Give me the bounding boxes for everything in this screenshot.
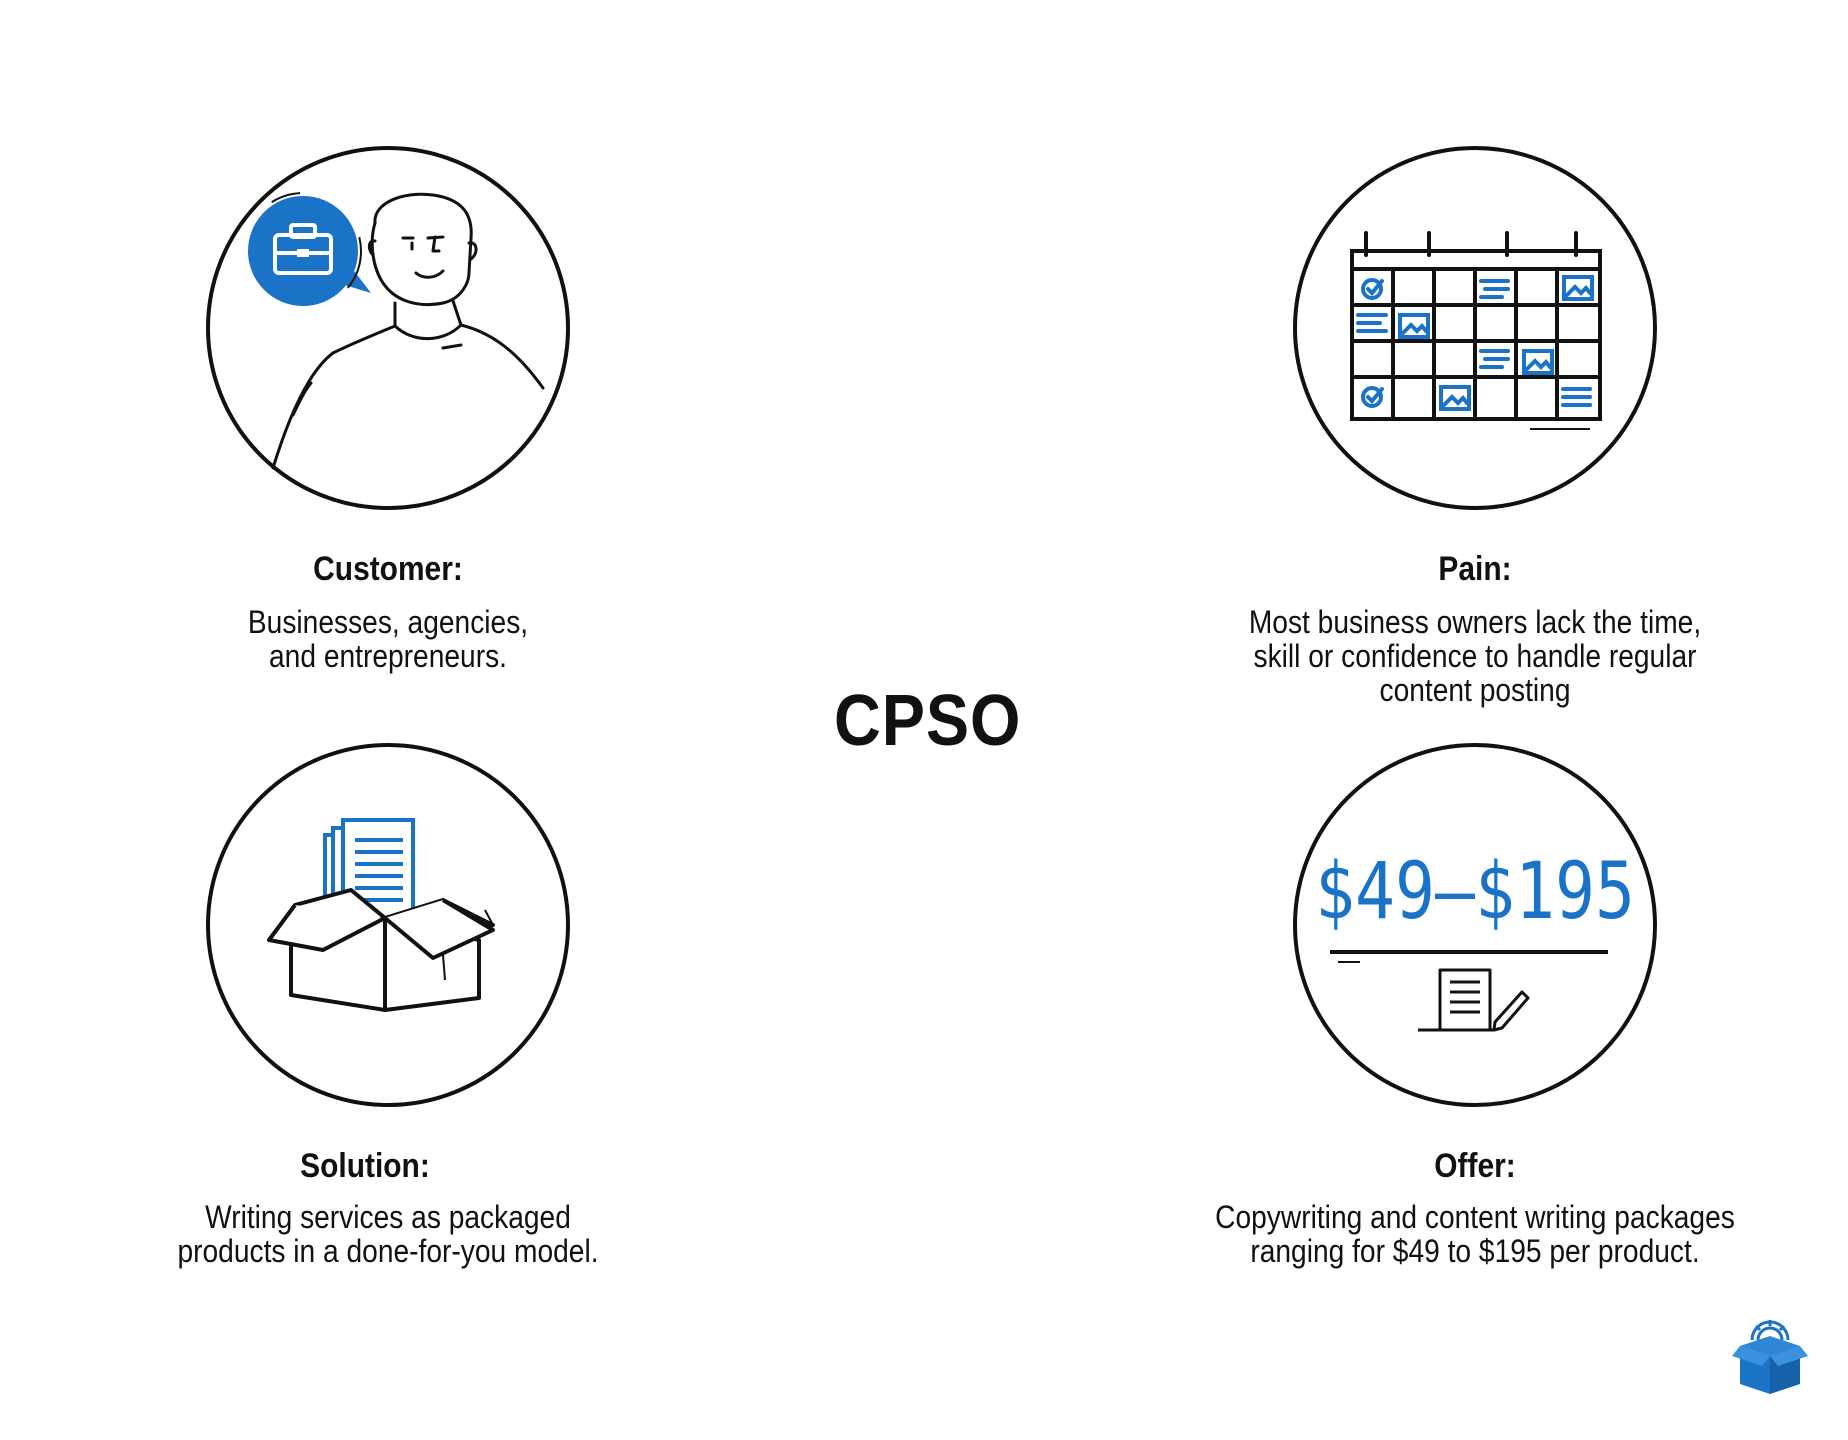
customer-label: Customer: [313,550,463,588]
price-range-text: $49–$195 [1315,847,1635,937]
price-tag-icon: $49–$195 [1293,743,1657,1107]
customer-description: Businesses, agencies, and entrepreneurs. [247,604,529,674]
briefcase-bubble-icon [244,192,371,310]
pain-description: Most business owners lack the time, skil… [1248,604,1702,708]
pain-circle [1290,143,1660,513]
pain-label: Pain: [1438,550,1512,588]
solution-circle [203,740,573,1110]
box-with-documents-icon [206,743,570,1107]
calendar-icon [1293,146,1657,510]
document-pen-icon [1418,968,1530,1032]
offer-label: Offer: [1434,1147,1516,1185]
page-title: CPSO [834,681,1022,761]
offer-description: Copywriting and content writing packages… [1215,1199,1735,1269]
solution-label: Solution: [300,1147,430,1185]
brand-box-logo-icon [1732,1320,1808,1394]
offer-circle: $49–$195 [1290,740,1660,1110]
solution-description: Writing services as packaged products in… [177,1199,599,1269]
customer-circle [203,143,573,513]
customer-person-icon [206,146,570,510]
